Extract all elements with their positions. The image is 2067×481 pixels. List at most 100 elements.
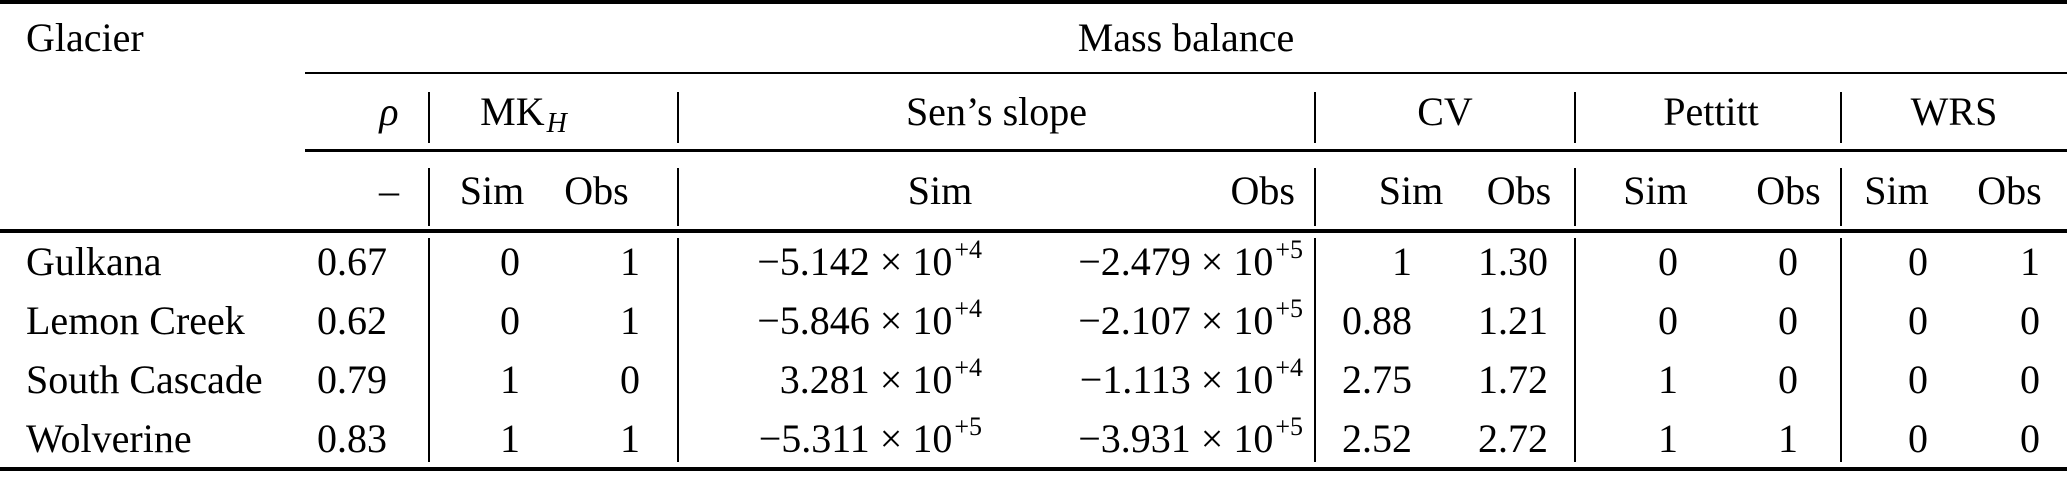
table-top-rule — [0, 0, 2067, 4]
header-body-separator-rule — [0, 229, 2067, 233]
cv-sim-value: 1 — [1392, 238, 1412, 284]
cv-sim-header: Sim — [1378, 167, 1444, 213]
pettitt-obs-header: Obs — [1756, 167, 1821, 213]
column-divider — [428, 92, 430, 143]
column-divider — [677, 168, 679, 226]
sen-obs-exponent: +5 — [1275, 293, 1303, 323]
mk-sim-value: 0 — [500, 297, 520, 343]
sen-sim-mantissa: 3.281 × 10 — [779, 356, 953, 402]
column-divider — [1840, 238, 1842, 462]
column-divider — [1574, 168, 1576, 226]
rho-value: 0.62 — [317, 297, 387, 343]
pettitt-sim-value: 0 — [1658, 297, 1678, 343]
sen-sim-value: 3.281 × 10+4 — [678, 354, 990, 402]
mk-sim-value: 1 — [500, 356, 520, 402]
cv-group-header: CV — [1417, 88, 1473, 134]
sen-obs-mantissa: −2.479 × 10 — [1078, 238, 1274, 284]
pettitt-sim-header: Sim — [1623, 167, 1688, 213]
rho-value: 0.79 — [317, 356, 387, 402]
sen-obs-mantissa: −1.113 × 10 — [1079, 356, 1274, 402]
mk-label: MK — [480, 88, 545, 134]
glacier-name: South Cascade — [26, 356, 263, 402]
wrs-obs-value: 0 — [2020, 415, 2040, 461]
mk-group-header: MKH — [429, 88, 678, 137]
mass-balance-underline-rule — [305, 72, 2067, 74]
sens-slope-group-header: Sen’s slope — [905, 88, 1088, 134]
pettitt-group-header: Pettitt — [1663, 88, 1759, 134]
pettitt-obs-value: 1 — [1778, 415, 1798, 461]
rho-group-header: ρ — [305, 88, 429, 134]
mk-subscript-h: H — [546, 107, 567, 139]
sen-obs-mantissa: −3.931 × 10 — [1078, 415, 1274, 461]
sen-sim-value: −5.142 × 10+4 — [678, 236, 990, 284]
mk-obs-value: 1 — [620, 297, 640, 343]
wrs-group-header: WRS — [1910, 88, 1998, 134]
column-divider — [428, 168, 430, 226]
column-divider — [1840, 168, 1842, 226]
wrs-obs-value: 1 — [2020, 238, 2040, 284]
table-row: South Cascade 0.79 1 0 3.281 × 10+4 −1.1… — [0, 350, 2067, 409]
sen-obs-exponent: +5 — [1275, 411, 1303, 441]
pettitt-sim-value: 1 — [1658, 356, 1678, 402]
column-divider — [1574, 238, 1576, 462]
sen-obs-value: −2.479 × 10+5 — [990, 236, 1315, 284]
pettitt-obs-value: 0 — [1778, 356, 1798, 402]
mk-sim-value: 1 — [500, 415, 520, 461]
mk-obs-value: 0 — [620, 356, 640, 402]
mk-sim-header: Sim — [459, 167, 525, 213]
mass-balance-span-header: Mass balance — [1077, 15, 1295, 60]
column-divider — [1314, 168, 1316, 226]
rho-value: 0.67 — [317, 238, 387, 284]
cv-sim-value: 0.88 — [1342, 297, 1412, 343]
sen-sim-exponent: +4 — [954, 293, 982, 323]
cv-obs-header: Obs — [1486, 167, 1552, 213]
glacier-column-header: Glacier — [26, 15, 144, 60]
glacier-name: Lemon Creek — [26, 297, 245, 343]
table-row: Lemon Creek 0.62 0 1 −5.846 × 10+4 −2.10… — [0, 291, 2067, 350]
cv-obs-value: 2.72 — [1478, 415, 1548, 461]
top-header-row: Glacier Mass balance — [0, 4, 2067, 72]
cv-obs-value: 1.72 — [1478, 356, 1548, 402]
sen-sim-mantissa: −5.142 × 10 — [757, 238, 953, 284]
column-divider — [677, 238, 679, 462]
rho-symbol: ρ — [379, 88, 399, 134]
sen-sim-value: −5.846 × 10+4 — [678, 295, 990, 343]
pettitt-obs-value: 0 — [1778, 238, 1798, 284]
column-divider — [428, 238, 430, 462]
table-row: Wolverine 0.83 1 1 −5.311 × 10+5 −3.931 … — [0, 409, 2067, 468]
sen-obs-value: −2.107 × 10+5 — [990, 295, 1315, 343]
column-divider — [677, 92, 679, 143]
sen-obs-value: −1.113 × 10+4 — [990, 354, 1315, 402]
group-header-row: ρ MKH Sen’s slope CV Pettitt WRS — [0, 74, 2067, 149]
group-header-underline-rule — [305, 149, 2067, 152]
wrs-sim-value: 0 — [1908, 297, 1928, 343]
mk-sim-value: 0 — [500, 238, 520, 284]
pettitt-sim-value: 0 — [1658, 238, 1678, 284]
column-divider — [1840, 92, 1842, 143]
pettitt-sim-value: 1 — [1658, 415, 1678, 461]
sen-sim-mantissa: −5.846 × 10 — [757, 297, 953, 343]
mk-obs-value: 1 — [620, 415, 640, 461]
wrs-sim-value: 0 — [1908, 356, 1928, 402]
cv-sim-value: 2.52 — [1342, 415, 1412, 461]
column-divider — [1314, 92, 1316, 143]
sen-sim-exponent: +4 — [954, 352, 982, 382]
sen-obs-exponent: +5 — [1275, 234, 1303, 264]
sen-sim-mantissa: −5.311 × 10 — [758, 415, 953, 461]
wrs-obs-value: 0 — [2020, 356, 2040, 402]
sen-obs-header: Obs — [1230, 167, 1295, 213]
sen-sim-header: Sim — [907, 167, 973, 213]
sen-sim-value: −5.311 × 10+5 — [678, 413, 990, 461]
wrs-sim-value: 0 — [1908, 415, 1928, 461]
rho-unit-dash: – — [379, 167, 399, 213]
cv-sim-value: 2.75 — [1342, 356, 1412, 402]
cv-obs-value: 1.30 — [1478, 238, 1548, 284]
sen-obs-mantissa: −2.107 × 10 — [1078, 297, 1274, 343]
table-body: Gulkana 0.67 0 1 −5.142 × 10+4 −2.479 × … — [0, 232, 2067, 468]
wrs-obs-header: Obs — [1977, 167, 2042, 213]
wrs-sim-header: Sim — [1864, 167, 1929, 213]
sen-sim-exponent: +5 — [954, 411, 982, 441]
mk-obs-value: 1 — [620, 238, 640, 284]
column-divider — [1574, 92, 1576, 143]
